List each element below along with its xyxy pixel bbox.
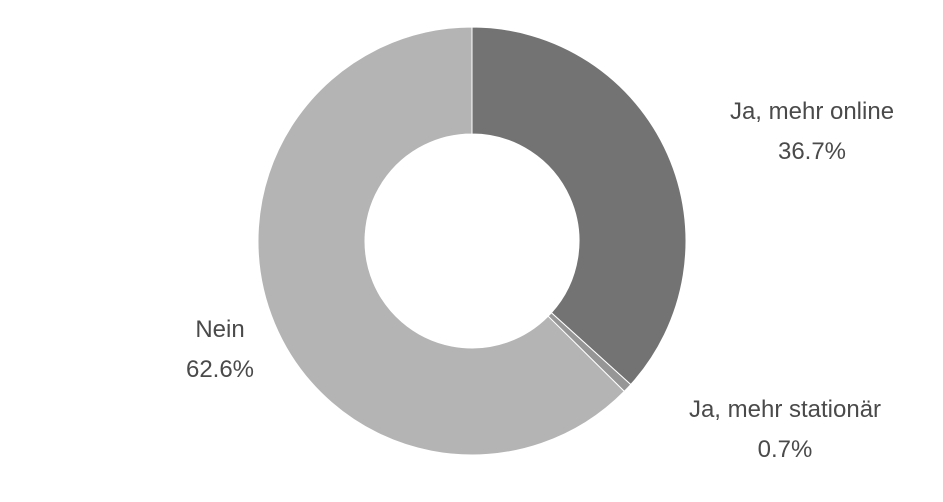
slice-label-nein-name: Nein bbox=[195, 316, 245, 343]
slice-label-nein: Nein 62.6% bbox=[160, 310, 280, 390]
slice-label-ja-mehr-online-name: Ja, mehr online bbox=[729, 98, 895, 125]
slice-label-ja-mehr-stationaer: Ja, mehr stationär 0.7% bbox=[665, 390, 905, 470]
donut-slices bbox=[257, 26, 687, 456]
slice-ja-mehr-online bbox=[471, 26, 687, 386]
slice-label-ja-mehr-online: Ja, mehr online 36.7% bbox=[712, 92, 912, 172]
slice-label-ja-mehr-stationaer-value: 0.7% bbox=[757, 436, 813, 463]
slice-label-nein-value: 62.6% bbox=[185, 356, 255, 383]
slice-nein bbox=[257, 26, 625, 456]
slice-label-ja-mehr-stationaer-name: Ja, mehr stationär bbox=[688, 396, 882, 423]
slice-label-ja-mehr-online-value: 36.7% bbox=[777, 138, 847, 165]
